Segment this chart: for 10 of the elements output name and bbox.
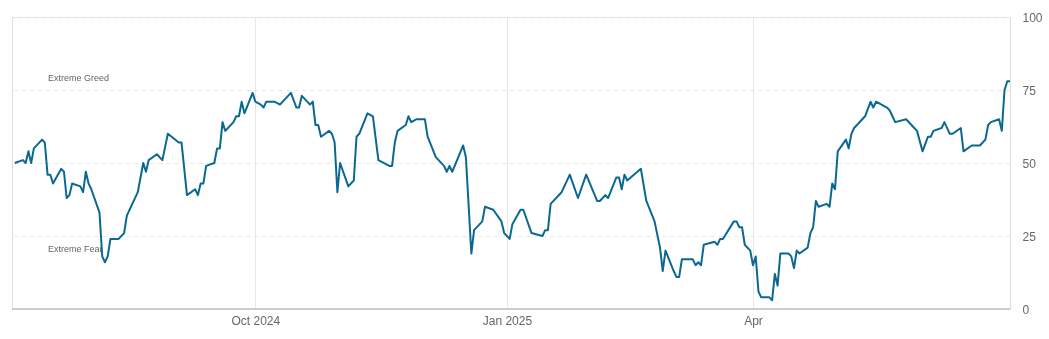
annotation: Extreme Greed	[48, 73, 110, 83]
line-series	[13, 80, 1011, 302]
y-tick-label: 75	[1022, 83, 1037, 98]
y-tick-label: 25	[1022, 229, 1037, 244]
y-tick-label: 100	[1022, 10, 1043, 25]
x-tick-label: Oct 2024	[231, 313, 281, 328]
x-tick-label: Jan 2025	[482, 313, 533, 328]
y-tick-label: 0	[1022, 302, 1030, 317]
y-tick-label: 50	[1022, 156, 1037, 171]
x-tick-label: Apr	[744, 313, 763, 328]
